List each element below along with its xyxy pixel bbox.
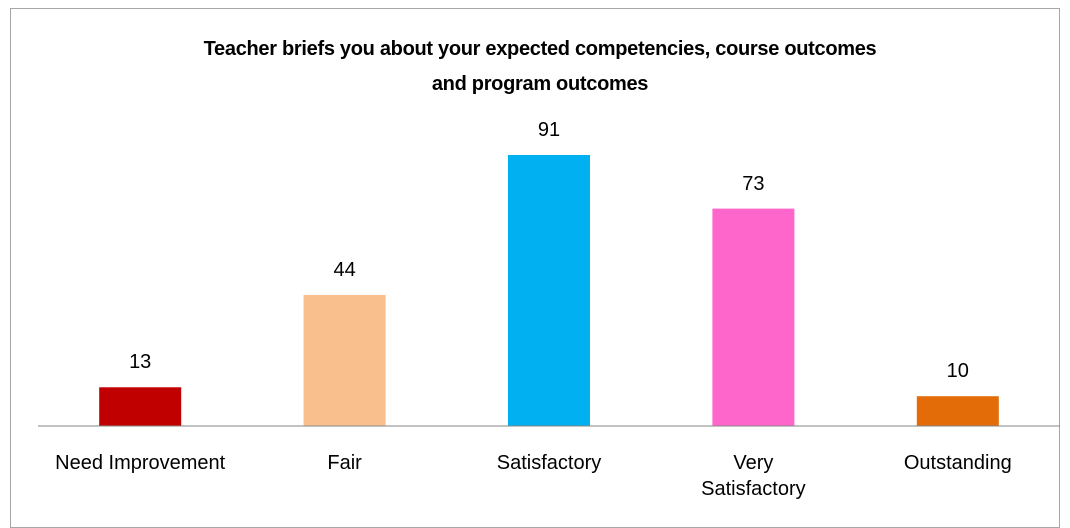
data-label: 91 [537, 119, 561, 141]
page: Teacher briefs you about your expected c… [10, 8, 1060, 528]
bar [712, 208, 795, 426]
data-label: 44 [333, 258, 356, 281]
x-tick-label: Need Improvement [55, 452, 226, 474]
x-tick-label: Fair [327, 452, 362, 474]
x-tick-label: Outstanding [903, 452, 1012, 474]
bar [508, 155, 590, 426]
bar [916, 396, 999, 426]
data-label: 10 [946, 360, 969, 383]
bar [303, 294, 386, 426]
bar [99, 387, 182, 426]
x-tick-label: Very Satisfactory [701, 452, 806, 500]
data-label: 73 [742, 172, 765, 195]
chart-title: Teacher briefs you about your expected c… [203, 38, 877, 95]
data-label: 13 [129, 351, 152, 374]
x-tick-label: Satisfactory [496, 452, 602, 474]
plot [38, 155, 1060, 427]
